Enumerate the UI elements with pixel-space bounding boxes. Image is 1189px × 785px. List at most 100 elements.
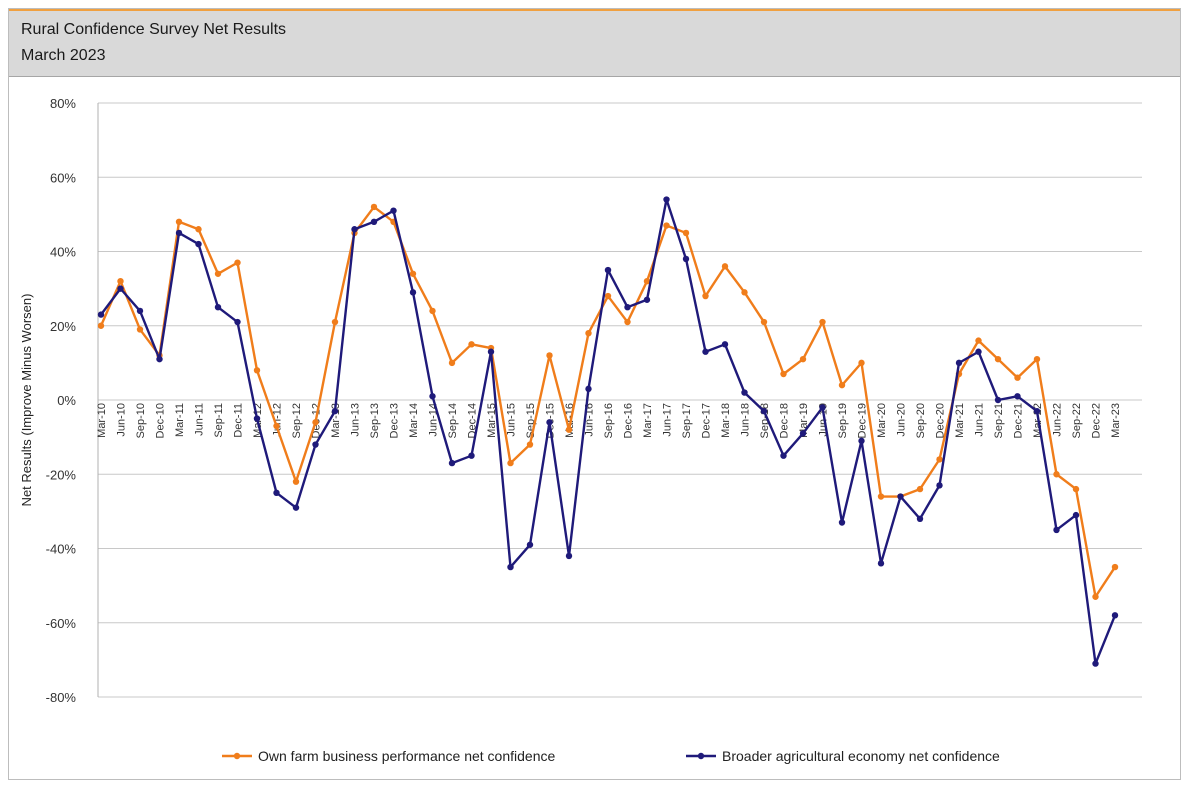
data-point bbox=[117, 285, 124, 292]
x-tick-label: Dec-11 bbox=[233, 403, 245, 438]
data-point bbox=[624, 318, 631, 326]
data-point bbox=[331, 407, 339, 415]
data-point bbox=[273, 489, 280, 497]
y-tick-label: 20% bbox=[50, 319, 76, 334]
data-point bbox=[799, 430, 807, 437]
y-tick-label: 40% bbox=[50, 245, 76, 260]
x-tick-label: Jun-11 bbox=[194, 403, 206, 436]
data-point bbox=[760, 407, 768, 415]
data-point bbox=[214, 303, 222, 311]
data-point bbox=[175, 218, 183, 225]
data-point bbox=[429, 307, 436, 315]
data-point bbox=[877, 560, 885, 567]
data-point bbox=[448, 359, 456, 367]
legend-marker bbox=[233, 752, 241, 760]
y-tick-label: -40% bbox=[46, 542, 77, 557]
gridlines bbox=[97, 102, 1142, 698]
legend-label: Own farm business performance net confid… bbox=[258, 748, 555, 764]
data-point bbox=[936, 456, 943, 463]
data-point bbox=[663, 222, 670, 229]
data-point bbox=[819, 318, 826, 326]
data-point bbox=[858, 437, 865, 445]
data-point bbox=[663, 196, 670, 203]
data-point bbox=[741, 289, 748, 296]
data-point bbox=[1053, 526, 1060, 534]
x-tick-label: Dec-21 bbox=[1013, 403, 1025, 438]
x-tick-label: Sep-20 bbox=[915, 403, 927, 438]
y-axis-ticks: -80% -60% -40% -20% 0% 20% 40% 60% 80% bbox=[46, 96, 77, 705]
x-tick-label: Mar-14 bbox=[408, 403, 420, 438]
data-point bbox=[936, 482, 943, 489]
x-tick-label: Mar-11 bbox=[174, 403, 186, 437]
x-tick-label: Mar-20 bbox=[876, 403, 888, 438]
data-point bbox=[1014, 393, 1021, 400]
x-tick-label: Mar-10 bbox=[96, 403, 108, 438]
data-point bbox=[702, 292, 709, 300]
data-point bbox=[975, 337, 982, 344]
y-tick-label: 60% bbox=[50, 170, 76, 185]
data-point bbox=[975, 348, 982, 355]
data-point bbox=[799, 355, 807, 363]
x-tick-label: Sep-11 bbox=[213, 403, 225, 438]
chart-header: Rural Confidence Survey Net Results Marc… bbox=[9, 9, 1180, 77]
data-point bbox=[1092, 660, 1099, 667]
data-point bbox=[760, 318, 768, 326]
data-point bbox=[565, 426, 573, 433]
x-tick-label: Sep-16 bbox=[603, 403, 615, 438]
data-point bbox=[526, 541, 534, 548]
data-point bbox=[175, 229, 183, 237]
y-tick-label: 80% bbox=[50, 96, 76, 111]
data-point bbox=[468, 452, 475, 459]
x-tick-label: Mar-15 bbox=[486, 403, 498, 438]
x-tick-label: Jun-21 bbox=[974, 403, 986, 437]
data-point bbox=[390, 207, 397, 214]
data-point bbox=[877, 493, 885, 500]
data-point bbox=[156, 355, 163, 363]
data-point bbox=[741, 389, 748, 396]
x-tick-label: Dec-10 bbox=[155, 403, 167, 438]
chart-frame: Rural Confidence Survey Net Results Marc… bbox=[8, 8, 1181, 780]
x-tick-label: Sep-21 bbox=[993, 403, 1005, 438]
y-tick-label: 0% bbox=[57, 393, 76, 408]
data-point bbox=[136, 307, 144, 315]
data-point bbox=[546, 352, 553, 359]
x-tick-label: Jun-18 bbox=[740, 403, 752, 437]
data-point bbox=[526, 441, 534, 448]
x-tick-label: Jun-20 bbox=[896, 403, 908, 437]
data-point bbox=[292, 478, 300, 485]
x-tick-label: Dec-17 bbox=[701, 403, 713, 438]
data-point bbox=[819, 404, 826, 411]
x-tick-label: Jun-14 bbox=[428, 403, 440, 437]
data-point bbox=[312, 419, 319, 426]
x-tick-label: Sep-17 bbox=[681, 403, 693, 438]
data-point bbox=[370, 218, 378, 225]
legend-marker bbox=[697, 752, 705, 760]
data-point bbox=[507, 459, 514, 467]
data-point bbox=[546, 419, 553, 426]
data-point bbox=[585, 385, 592, 393]
data-point bbox=[702, 348, 709, 355]
data-point bbox=[780, 452, 787, 459]
x-tick-label: Mar-23 bbox=[1110, 403, 1122, 438]
data-point bbox=[1014, 374, 1021, 381]
x-tick-label: Dec-20 bbox=[935, 403, 947, 438]
x-tick-label: Jun-10 bbox=[116, 403, 128, 437]
data-point bbox=[897, 493, 904, 500]
x-tick-label: Sep-13 bbox=[369, 403, 381, 438]
y-tick-label: -60% bbox=[46, 616, 77, 631]
data-point bbox=[838, 381, 846, 389]
data-point bbox=[838, 519, 846, 526]
data-point bbox=[1033, 355, 1041, 363]
legend-label: Broader agricultural economy net confide… bbox=[722, 748, 1000, 764]
chart-title: Rural Confidence Survey Net Results bbox=[21, 21, 287, 38]
data-point bbox=[682, 255, 690, 263]
data-point bbox=[780, 370, 787, 378]
data-point bbox=[136, 326, 144, 333]
data-point bbox=[195, 240, 202, 248]
data-point bbox=[916, 485, 924, 493]
data-point bbox=[643, 278, 651, 285]
data-point bbox=[468, 341, 475, 348]
x-tick-label: Dec-22 bbox=[1091, 403, 1103, 438]
x-tick-label: Mar-17 bbox=[642, 403, 654, 438]
